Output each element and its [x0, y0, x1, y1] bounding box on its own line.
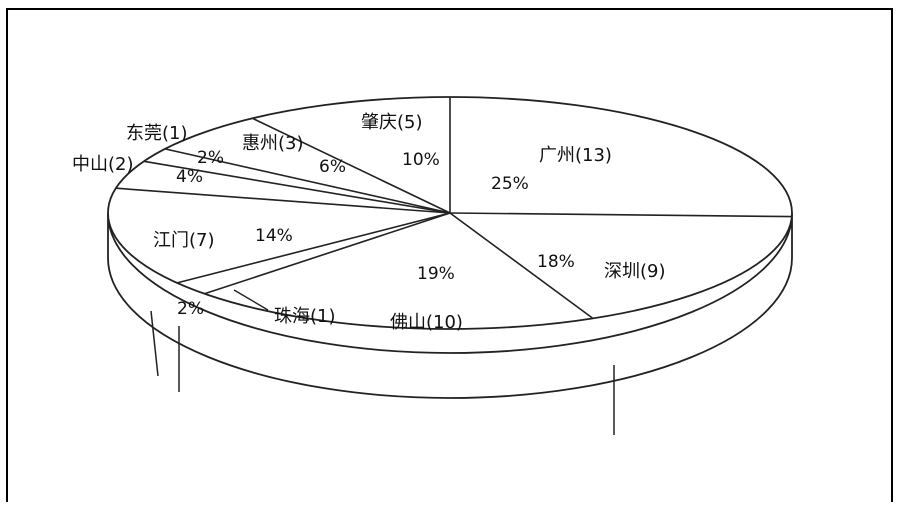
chart-frame: 广州(13) 深圳(9) 佛山(10) 珠海(1) 江门(7) 中山(2) 东莞…	[6, 8, 893, 502]
slice-boundary-4	[176, 212, 451, 284]
pct-guangzhou: 25%	[491, 174, 529, 194]
label-dongguan: 东莞(1)	[126, 123, 188, 144]
label-zhaoqing: 肇庆(5)	[361, 112, 423, 133]
label-jiangmen: 江门(7)	[153, 230, 215, 251]
label-guangzhou: 广州(13)	[539, 145, 612, 166]
pie-side-wall	[107, 212, 793, 399]
label-zhongshan: 中山(2)	[72, 154, 134, 175]
slice-boundary-1	[449, 212, 792, 218]
slice-boundary-2	[449, 212, 594, 320]
slice-boundary-3	[204, 212, 451, 295]
pct-foshan: 19%	[417, 264, 455, 284]
label-foshan: 佛山(10)	[390, 312, 463, 333]
pct-shenzhen: 18%	[537, 252, 575, 272]
pct-zhongshan: 4%	[176, 167, 203, 187]
slice-separators	[115, 97, 792, 320]
side-wall-seams	[150, 310, 615, 435]
label-shenzhen: 深圳(9)	[604, 261, 666, 282]
pct-dongguan: 2%	[197, 148, 224, 168]
pct-jiangmen: 14%	[255, 226, 293, 246]
pct-zhaoqing: 10%	[402, 150, 440, 170]
label-zhuhai: 珠海(1)	[274, 306, 336, 327]
slice-boundary-6	[143, 160, 451, 214]
label-huizhou: 惠州(3)	[242, 133, 304, 154]
pct-zhuhai: 2%	[177, 299, 204, 319]
zhuhai-leader-line	[233, 289, 269, 311]
slice-boundary-7	[164, 148, 451, 214]
pie-chart: 广州(13) 深圳(9) 佛山(10) 珠海(1) 江门(7) 中山(2) 东莞…	[6, 8, 893, 502]
pct-huizhou: 6%	[319, 157, 346, 177]
slice-boundary-5	[115, 187, 451, 214]
slice-boundary-8	[252, 117, 451, 214]
